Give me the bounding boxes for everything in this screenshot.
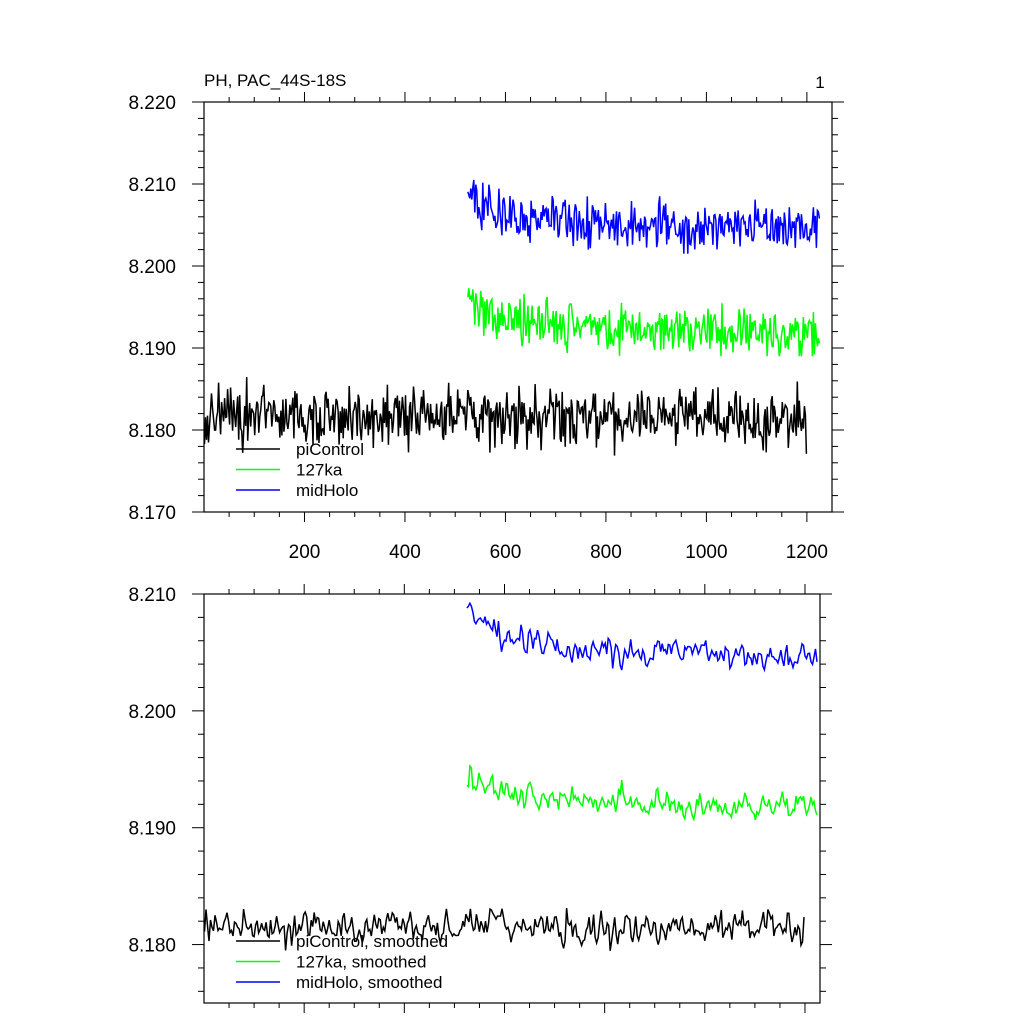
y-tick-label: 8.210 [128,585,176,606]
series-line-picontrol-smoothed [203,907,805,951]
series-line-picontrol [203,376,808,456]
x-tick-label: 1000 [685,542,727,563]
chart-title: PH, PAC_44S-18S [204,71,346,90]
y-tick-label: 8.180 [128,421,176,442]
y-tick-label: 8.180 [128,936,176,957]
series-line-midholo-smoothed [466,601,818,673]
y-tick-label: 8.190 [128,339,176,360]
plot-frame [203,101,833,513]
y-tick-label: 8.210 [128,175,176,196]
legend-label: 127ka [296,461,343,480]
series-line-midholo [467,179,821,254]
x-tick-label: 800 [590,542,622,563]
legend-label: midHolo [296,481,358,500]
top-chart-panel: 200 400 600 800 1000 1200 8.170 8.180 8.190 8.200… [128,92,844,563]
legend-label: 127ka, smoothed [296,953,426,972]
x-tick-label: 200 [289,542,321,563]
y-tick-label: 8.220 [128,93,176,114]
legend-label: piControl [296,440,364,459]
y-tick-label: 8.170 [128,503,176,524]
y-tick-label: 8.200 [128,702,176,723]
y-tick-label: 8.200 [128,257,176,278]
series-line-127ka [467,288,821,357]
x-tick-label: 1200 [786,542,828,563]
panel-number: 1 [815,73,824,92]
y-tick-label: 8.190 [128,819,176,840]
legend-label: midHolo, smoothed [296,973,442,992]
bottom-chart-panel: 8.180 8.190 8.200 8.210 piControl, smoothed 1… [128,584,832,1013]
x-tick-label: 400 [389,542,421,563]
legend-label: piControl, smoothed [296,932,448,951]
x-tick-label: 600 [490,542,522,563]
plot-frame [203,593,821,1004]
series-line-127ka-smoothed [466,763,818,822]
